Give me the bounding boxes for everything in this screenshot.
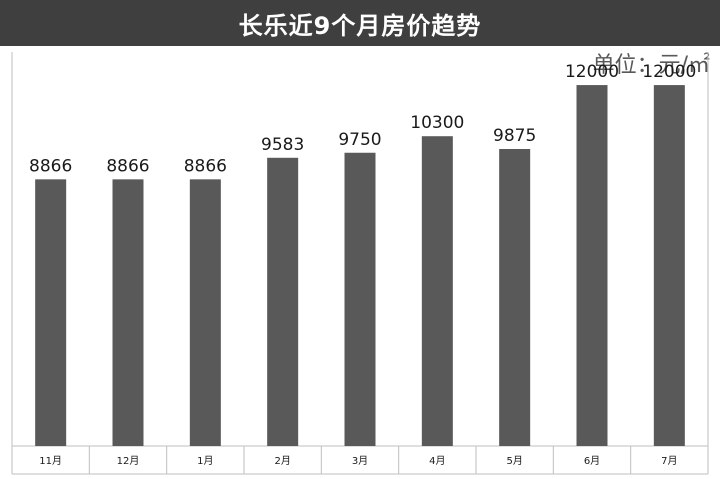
bar-value-label: 12000 xyxy=(642,62,696,82)
x-tick-label: 1月 xyxy=(197,455,213,467)
bar-value-label: 9750 xyxy=(338,130,381,150)
bar xyxy=(35,179,67,446)
bar xyxy=(576,85,608,446)
bar-labels-group: 8866 8866 8866 9583 9750 10300 9875 12000 12000 xyxy=(29,62,696,176)
x-tick-label: 3月 xyxy=(352,455,368,467)
bar-value-label: 10300 xyxy=(410,113,464,133)
unit-label: 单位：元/㎡ xyxy=(592,53,710,78)
chart-title-bar: 长乐近9个月房价趋势 xyxy=(0,0,720,46)
bar xyxy=(344,152,376,446)
x-tick-label: 6月 xyxy=(584,455,600,467)
bar-value-label: 8866 xyxy=(106,156,149,176)
bar-value-label: 12000 xyxy=(565,62,619,82)
bar-value-label: 9583 xyxy=(261,135,304,155)
x-tick-label: 5月 xyxy=(506,455,522,467)
x-tick-label: 12月 xyxy=(117,455,140,467)
bar xyxy=(112,179,144,446)
bar xyxy=(421,136,453,446)
bar xyxy=(499,148,531,446)
x-axis-ticks: 11月 12月 1月 2月 3月 4月 5月 6月 7月 xyxy=(39,455,677,467)
bar-value-label: 9875 xyxy=(493,126,536,146)
bar xyxy=(653,85,685,446)
bars-group xyxy=(35,85,685,446)
chart-title: 长乐近9个月房价趋势 xyxy=(238,11,482,40)
bar xyxy=(267,157,299,446)
x-tick-label: 7月 xyxy=(661,455,677,467)
bar xyxy=(189,179,221,446)
x-tick-label: 4月 xyxy=(429,455,445,467)
bar-value-label: 8866 xyxy=(184,156,227,176)
x-tick-label: 2月 xyxy=(274,455,290,467)
bar-value-label: 8866 xyxy=(29,156,72,176)
x-tick-label: 11月 xyxy=(39,455,62,467)
